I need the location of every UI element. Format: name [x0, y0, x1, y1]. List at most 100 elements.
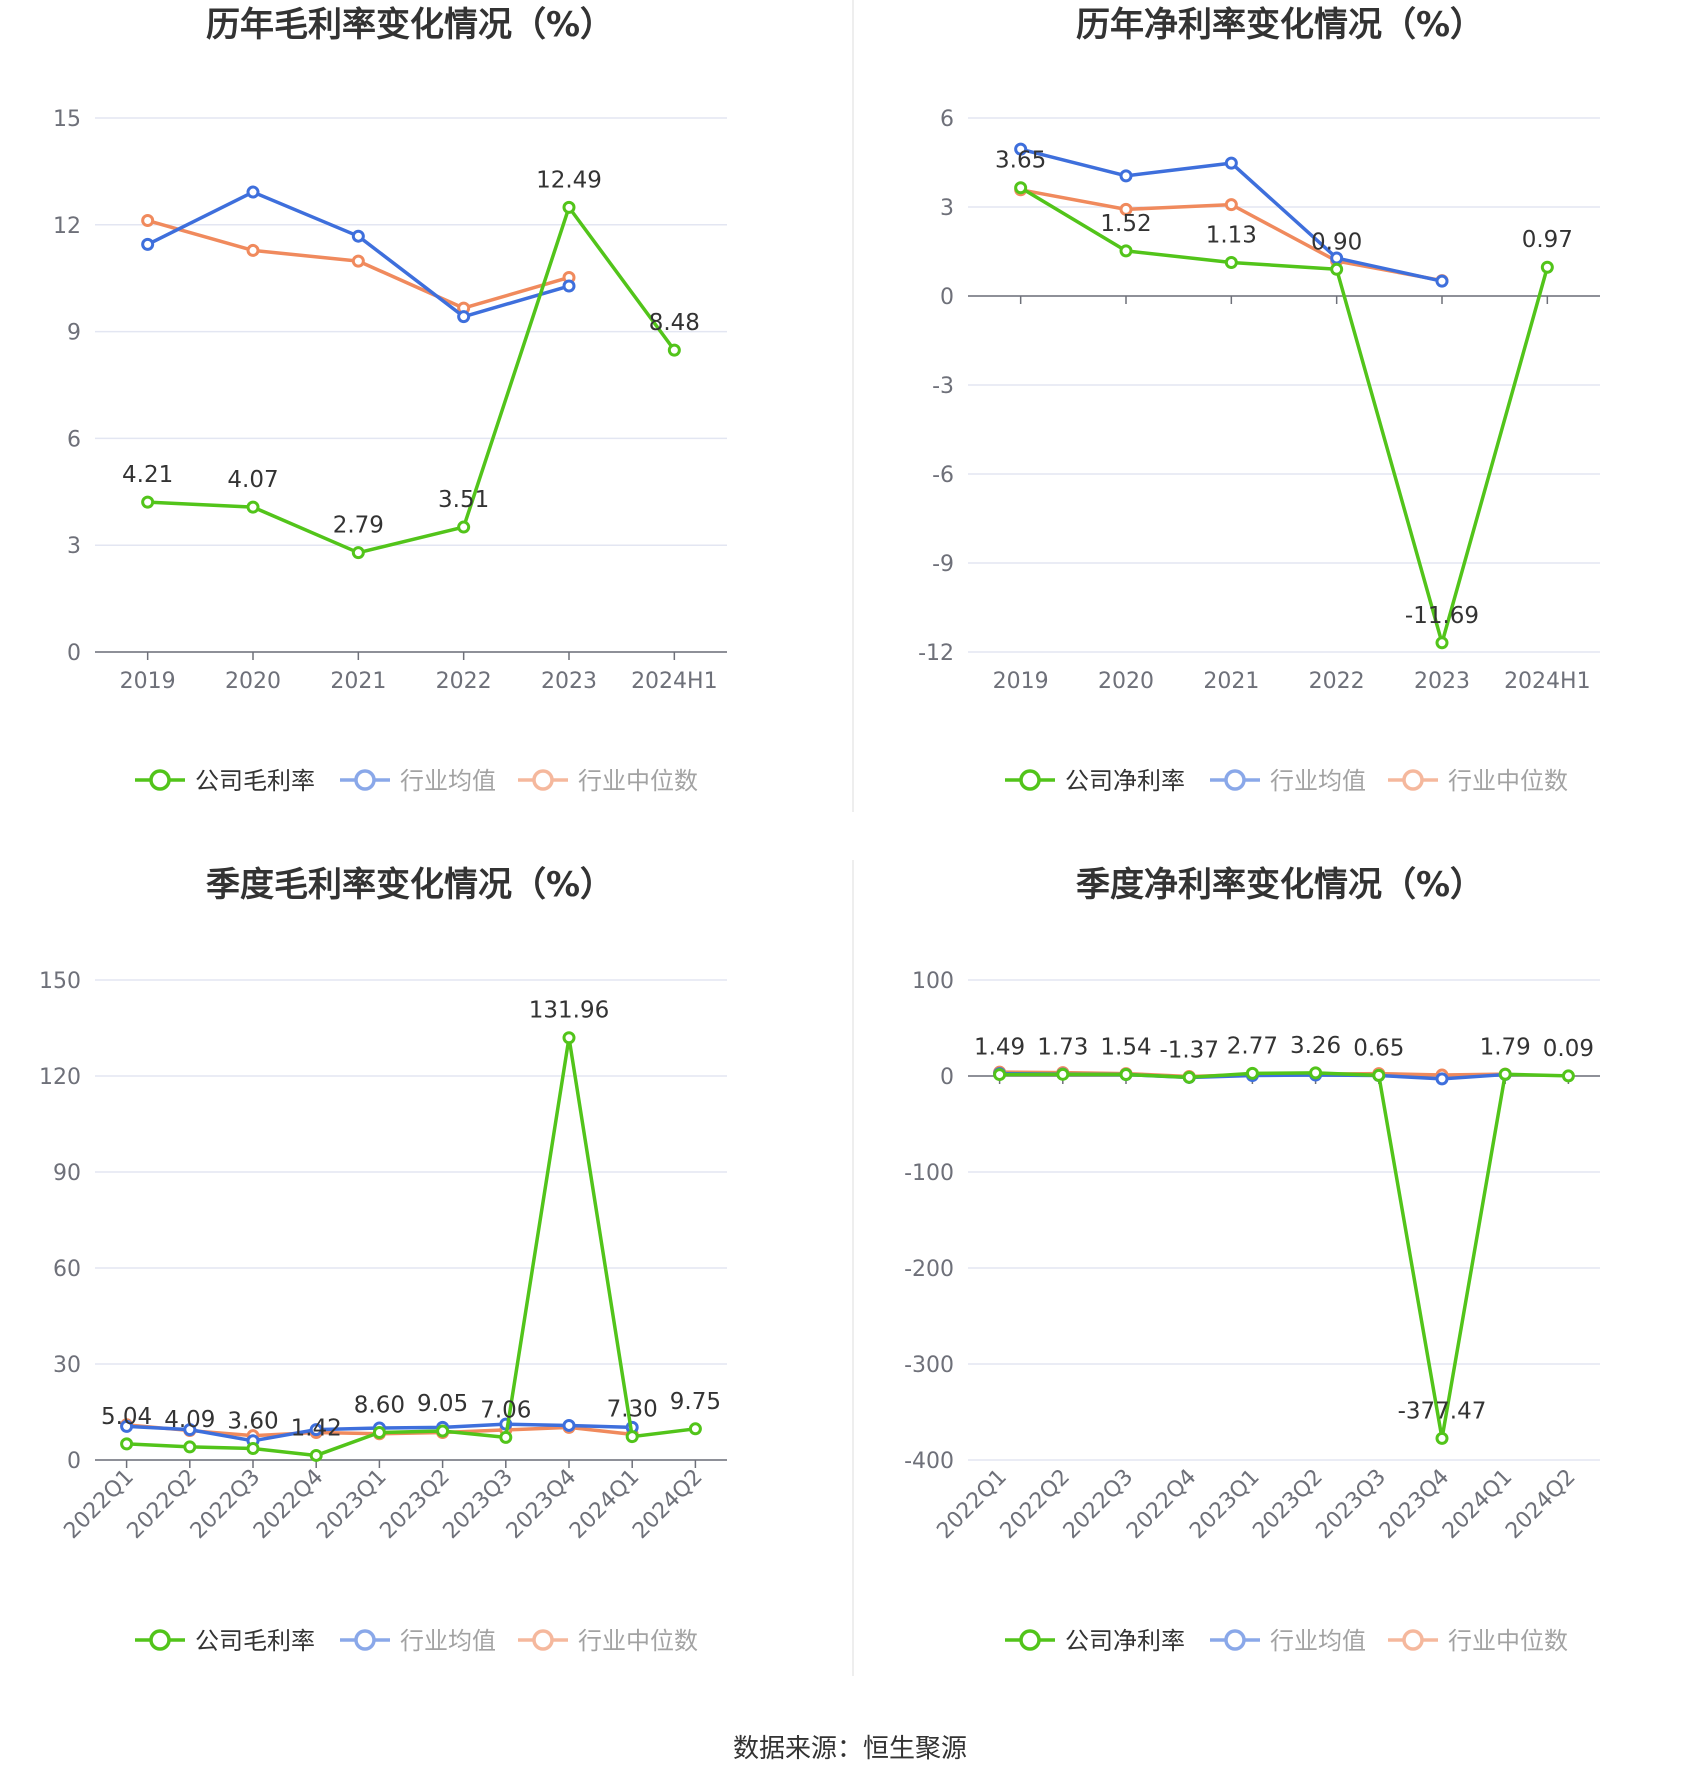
x-tick-label: 2022Q1	[932, 1465, 1011, 1544]
legend-circle-icon	[532, 1629, 554, 1651]
data-label: 4.09	[164, 1407, 215, 1433]
y-tick-label: 3	[67, 534, 81, 559]
y-tick-label: 60	[53, 1257, 81, 1282]
legend-item-avg: 行业均值	[1210, 767, 1366, 795]
data-label: 0.65	[1353, 1035, 1404, 1061]
data-point-company	[246, 1441, 260, 1455]
data-point-company	[1182, 1070, 1196, 1084]
y-tick-label: 12	[53, 214, 81, 239]
data-point-company	[1309, 1066, 1323, 1080]
y-tick-label: 15	[53, 107, 81, 132]
data-label: 1.49	[974, 1035, 1025, 1061]
x-tick-label: 2019	[120, 669, 176, 694]
x-tick-label: 2024H1	[631, 669, 718, 694]
data-source-note: 数据来源：恒生聚源	[732, 1734, 967, 1764]
data-point-avg	[562, 279, 576, 293]
chart-title: 季度净利率变化情况（%）	[1076, 865, 1484, 905]
chart-4: 季度净利率变化情况（%）-400-300-200-10001002022Q120…	[904, 865, 1600, 1655]
data-point-company	[1561, 1069, 1575, 1083]
data-label: 4.07	[227, 467, 278, 493]
chart-3: 季度毛利率变化情况（%）03060901201502022Q12022Q2202…	[39, 865, 727, 1655]
data-point-median	[351, 254, 365, 268]
y-tick-label: 90	[53, 1161, 81, 1186]
y-tick-label: -12	[918, 641, 954, 666]
x-tick-label: 2023Q1	[312, 1465, 391, 1544]
data-point-company	[309, 1448, 323, 1462]
data-point-avg	[1224, 156, 1238, 170]
data-point-company	[141, 495, 155, 509]
legend-item-median: 行业中位数	[1388, 1627, 1568, 1655]
legend-label: 公司毛利率	[195, 767, 315, 795]
x-tick-label: 2023Q4	[502, 1465, 581, 1544]
data-label: 1.52	[1100, 211, 1151, 237]
data-point-avg	[1435, 274, 1449, 288]
data-point-company	[1435, 1431, 1449, 1445]
y-tick-label: 0	[67, 1449, 81, 1474]
data-point-company	[562, 1031, 576, 1045]
legend-label: 行业中位数	[1448, 1627, 1568, 1655]
data-point-company	[1056, 1067, 1070, 1081]
x-tick-label: 2024Q1	[1438, 1465, 1517, 1544]
legend-label: 行业中位数	[578, 767, 698, 795]
data-point-company	[562, 200, 576, 214]
x-tick-label: 2022	[1309, 669, 1365, 694]
data-point-company	[1014, 181, 1028, 195]
legend-item-company: 公司毛利率	[135, 767, 315, 795]
legend-item-median: 行业中位数	[518, 767, 698, 795]
x-tick-label: 2022Q4	[249, 1465, 328, 1544]
data-point-avg	[562, 1418, 576, 1432]
data-point-avg	[1119, 169, 1133, 183]
legend-circle-icon	[1019, 1629, 1041, 1651]
data-point-median	[1224, 198, 1238, 212]
legend-item-avg: 行业均值	[340, 767, 496, 795]
data-label: 2.77	[1227, 1033, 1278, 1059]
data-label: 2.79	[333, 513, 384, 539]
x-tick-label: 2023Q3	[1312, 1465, 1391, 1544]
data-point-company	[1435, 636, 1449, 650]
data-point-company	[120, 1437, 134, 1451]
data-label: -1.37	[1159, 1037, 1219, 1063]
data-label: 3.65	[995, 148, 1046, 174]
y-tick-label: 150	[39, 969, 81, 994]
x-tick-label: 2022Q2	[123, 1465, 202, 1544]
data-label: 1.79	[1480, 1034, 1531, 1060]
legend-item-median: 行业中位数	[1388, 767, 1568, 795]
data-point-company	[1498, 1067, 1512, 1081]
chart-title: 历年毛利率变化情况（%）	[206, 5, 614, 45]
y-tick-label: -300	[904, 1353, 954, 1378]
y-tick-label: -6	[932, 463, 954, 488]
data-point-avg	[351, 229, 365, 243]
data-label: 0.97	[1522, 227, 1573, 253]
x-tick-label: 2024Q1	[565, 1465, 644, 1544]
data-label: 1.73	[1037, 1034, 1088, 1060]
data-point-median	[246, 243, 260, 257]
x-tick-label: 2022	[436, 669, 492, 694]
data-label: -11.69	[1405, 603, 1479, 629]
data-label: 4.21	[122, 462, 173, 488]
x-tick-label: 2022Q1	[59, 1465, 138, 1544]
y-tick-label: 120	[39, 1065, 81, 1090]
x-tick-label: 2023	[1414, 669, 1470, 694]
data-point-company	[688, 1422, 702, 1436]
data-point-avg	[1014, 142, 1028, 156]
data-point-avg	[183, 1423, 197, 1437]
x-tick-label: 2024Q2	[628, 1465, 707, 1544]
legend-label: 公司净利率	[1065, 767, 1185, 795]
x-tick-label: 2023Q3	[439, 1465, 518, 1544]
legend-label: 行业均值	[400, 1627, 496, 1655]
legend-circle-icon	[149, 769, 171, 791]
x-tick-label: 2024H1	[1504, 669, 1591, 694]
x-tick-label: 2020	[225, 669, 281, 694]
y-tick-label: -9	[932, 552, 954, 577]
data-point-company	[246, 500, 260, 514]
x-tick-label: 2022Q3	[1059, 1465, 1138, 1544]
legend-circle-icon	[354, 1629, 376, 1651]
legend-item-avg: 行业均值	[1210, 1627, 1366, 1655]
data-label: 3.60	[227, 1408, 278, 1434]
y-tick-label: 6	[940, 107, 954, 132]
legend-label: 行业中位数	[578, 1627, 698, 1655]
legend-item-median: 行业中位数	[518, 1627, 698, 1655]
legend-item-company: 公司净利率	[1005, 767, 1185, 795]
legend-circle-icon	[532, 769, 554, 791]
